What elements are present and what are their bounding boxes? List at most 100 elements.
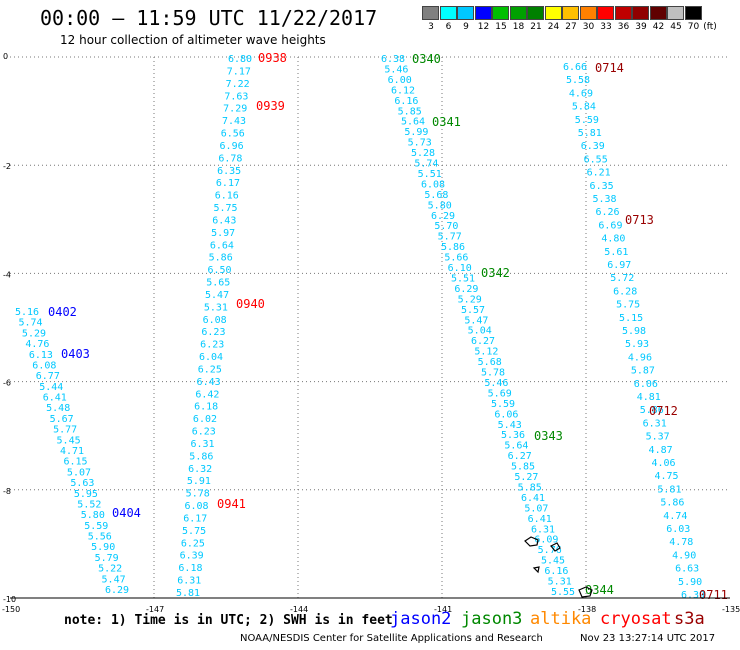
wave-height-value: 6.08 xyxy=(184,501,208,512)
colorbar-swatch xyxy=(667,6,684,20)
wave-height-value: 5.47 xyxy=(205,290,229,301)
wave-height-value: 6.31 xyxy=(531,524,555,535)
wave-height-value: 5.52 xyxy=(77,499,101,510)
wave-height-value: 5.48 xyxy=(46,403,70,414)
wave-height-value: 5.63 xyxy=(70,478,94,489)
pass-time-label: 0344 xyxy=(585,583,614,597)
colorbar-swatch xyxy=(422,6,439,20)
wave-height-value: 6.64 xyxy=(210,240,234,251)
wave-height-value: 6.26 xyxy=(595,207,619,218)
footer-attribution: NOAA/NESDIS Center for Satellite Applica… xyxy=(240,633,543,644)
wave-height-value: 4.74 xyxy=(663,511,687,522)
colorbar-label: 70 xyxy=(687,22,700,32)
wave-height-value: 5.46 xyxy=(384,64,408,75)
wave-height-value: 5.80 xyxy=(428,200,452,211)
pass-time-label: 0941 xyxy=(217,497,246,511)
colorbar-swatch xyxy=(544,6,562,20)
legend-jason3: jason3 xyxy=(461,609,523,629)
colorbar-label: 39 xyxy=(635,22,647,32)
wave-height-value: 5.64 xyxy=(401,117,425,128)
wave-height-value: 6.29 xyxy=(454,284,478,295)
pass-time-label: 0341 xyxy=(432,115,461,129)
colorbar-swatch xyxy=(597,6,614,20)
colorbar-label: 15 xyxy=(495,22,507,32)
wave-height-value: 6.41 xyxy=(528,514,552,525)
wave-height-value: 5.99 xyxy=(404,127,428,138)
colorbar-label: 6 xyxy=(445,22,452,32)
wave-height-value: 5.86 xyxy=(640,405,664,416)
x-tick-label: -150 xyxy=(2,605,20,614)
wave-height-value: 5.68 xyxy=(424,190,448,201)
wave-height-value: 6.31 xyxy=(191,439,215,450)
wave-height-value: 5.93 xyxy=(625,339,649,350)
wave-height-value: 5.84 xyxy=(572,102,596,113)
wave-height-value: 6.17 xyxy=(216,178,240,189)
wave-height-value: 5.45 xyxy=(541,556,565,567)
legend-cryosat: cryosat xyxy=(600,609,672,629)
island-outline xyxy=(550,542,561,552)
wave-height-value: 4.96 xyxy=(628,352,652,363)
wave-height-value: 5.16 xyxy=(15,307,39,318)
pass-time-label: 0342 xyxy=(481,266,510,280)
wave-height-value: 5.07 xyxy=(67,467,91,478)
colorbar-swatch xyxy=(439,6,457,20)
wave-height-value: 5.51 xyxy=(451,273,475,284)
wave-height-value: 5.74 xyxy=(18,318,42,329)
pass-time-label: 0402 xyxy=(48,305,77,319)
y-tick-label: -10 xyxy=(3,595,16,604)
wave-height-value: 6.03 xyxy=(666,524,690,535)
wave-height-value: 6.28 xyxy=(613,286,637,297)
pass-time-label: 0711 xyxy=(699,588,728,602)
pass-time-label: 0404 xyxy=(112,506,141,520)
wave-height-value: 6.18 xyxy=(194,402,218,413)
wave-height-value: 6.41 xyxy=(43,393,67,404)
wave-height-value: 5.58 xyxy=(566,75,590,86)
wave-height-value: 4.75 xyxy=(654,471,678,482)
wave-height-value: 4.06 xyxy=(652,458,676,469)
legend-s3a: s3a xyxy=(674,609,705,629)
island-outline xyxy=(524,536,539,547)
pass-time-label: 0940 xyxy=(236,297,265,311)
wave-height-value: 6.06 xyxy=(494,409,518,420)
wave-height-value: 5.55 xyxy=(551,587,575,598)
wave-height-value: 6.00 xyxy=(388,75,412,86)
wave-height-value: 5.86 xyxy=(441,242,465,253)
wave-height-value: 6.02 xyxy=(193,414,217,425)
wave-height-value: 6.41 xyxy=(521,493,545,504)
wave-height-value: 5.69 xyxy=(488,388,512,399)
wave-height-value: 4.78 xyxy=(669,537,693,548)
wave-height-value: 6.08 xyxy=(32,360,56,371)
wave-height-value: 6.23 xyxy=(200,340,224,351)
wave-height-value: 6.50 xyxy=(207,265,231,276)
wave-height-value: 5.59 xyxy=(491,399,515,410)
wave-height-value: 5.65 xyxy=(206,278,230,289)
wave-height-value: 5.04 xyxy=(468,326,492,337)
wave-height-value: 7.22 xyxy=(226,79,250,90)
wave-height-value: 5.95 xyxy=(74,489,98,500)
wave-height-value: 5.80 xyxy=(81,510,105,521)
wave-height-value: 6.80 xyxy=(228,54,252,65)
wave-height-value: 5.67 xyxy=(50,414,74,425)
wave-height-value: 5.31 xyxy=(548,577,572,588)
colorbar-label: 21 xyxy=(530,22,542,32)
wave-height-value: 6.77 xyxy=(36,371,60,382)
wave-height-value: 4.87 xyxy=(649,445,673,456)
wave-height-value: 5.51 xyxy=(418,169,442,180)
wave-height-value: 6.25 xyxy=(198,364,222,375)
wave-height-value: 7.17 xyxy=(227,66,251,77)
colorbar-label: 30 xyxy=(582,22,595,32)
x-tick-label: -138 xyxy=(578,605,596,614)
colorbar-unit: (ft) xyxy=(703,22,717,32)
pass-time-label: 0939 xyxy=(256,99,285,113)
wave-height-value: 6.18 xyxy=(178,563,202,574)
wave-height-value: 6.12 xyxy=(391,85,415,96)
wave-height-value: 6.27 xyxy=(471,336,495,347)
colorbar-swatch xyxy=(614,6,632,20)
wave-height-value: 5.77 xyxy=(53,425,77,436)
wave-height-value: 6.04 xyxy=(199,352,223,363)
wave-height-value: 6.21 xyxy=(587,168,611,179)
island-outline xyxy=(578,586,593,598)
wave-height-value: 5.75 xyxy=(213,203,237,214)
page-title: 00:00 – 11:59 UTC 11/22/2017 xyxy=(40,6,378,30)
